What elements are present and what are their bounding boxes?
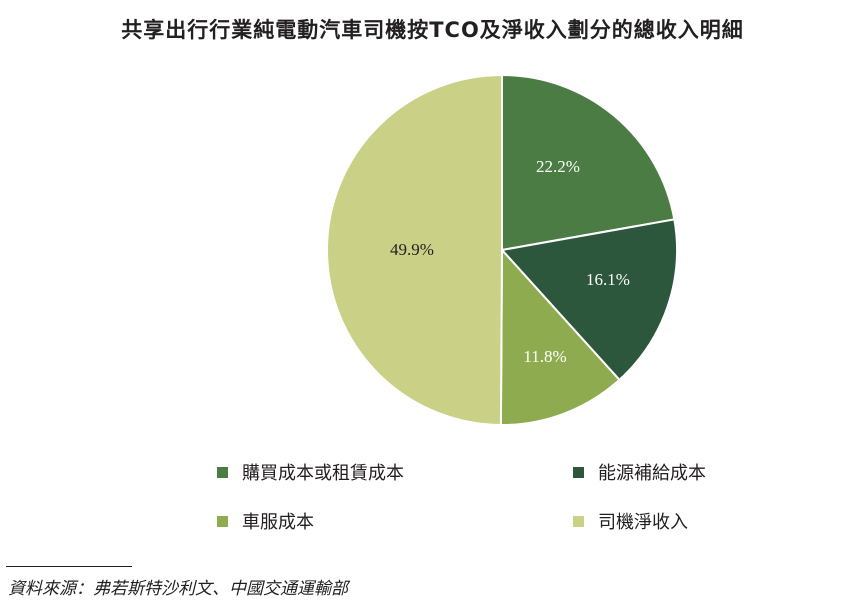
legend-item-purchase: 購買成本或租賃成本 <box>217 461 404 484</box>
pie-slice-label: 22.2% <box>536 157 580 176</box>
pie-slice-label: 11.8% <box>523 347 566 366</box>
legend-swatch <box>217 466 228 478</box>
pie-slice-purchase <box>501 73 676 252</box>
legend-item-net-income: 司機淨收入 <box>573 510 688 533</box>
pie-slice-energy <box>500 218 678 382</box>
legend-label: 車服成本 <box>242 512 314 533</box>
footnote-divider <box>6 566 132 567</box>
pie-slice-service <box>499 247 621 426</box>
legend-item-energy: 能源補給成本 <box>573 461 706 484</box>
pie-slice-labels: 22.2% 16.1% 11.8% 49.9% <box>390 157 630 366</box>
legend-swatch <box>573 466 584 478</box>
pie-slice-net-income <box>325 73 503 427</box>
source-note: 資料來源：弗若斯特沙利文、中國交通運輸部 <box>8 579 348 599</box>
legend-swatch <box>573 515 584 527</box>
legend-item-service: 車服成本 <box>217 510 314 533</box>
pie-slices <box>325 73 678 427</box>
legend-label: 能源補給成本 <box>598 463 706 484</box>
legend-swatch <box>217 515 228 527</box>
legend-label: 購買成本或租賃成本 <box>242 463 404 484</box>
pie-slice-label: 49.9% <box>390 240 434 259</box>
legend-label: 司機淨收入 <box>598 512 688 533</box>
chart-title: 共享出行行業純電動汽車司機按TCO及淨收入劃分的總收入明細 <box>121 18 744 42</box>
pie-slice-label: 16.1% <box>586 270 630 289</box>
